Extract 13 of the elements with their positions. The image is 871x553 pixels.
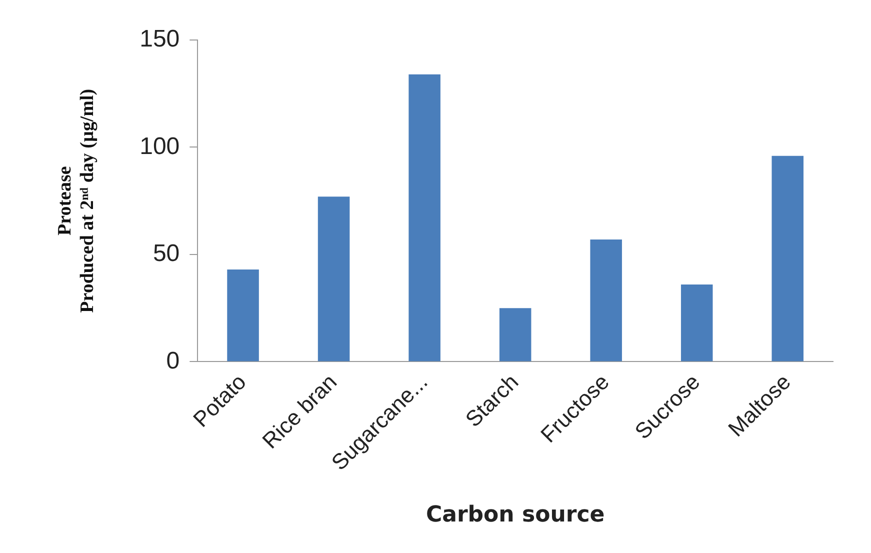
bar	[227, 269, 259, 362]
y-tick-label: 150	[140, 26, 180, 53]
x-axis-title: Carbon source	[426, 502, 605, 528]
y-axis-title: Protease Produced at 2ⁿᵈ day (µg/ml)	[54, 88, 98, 313]
bar	[408, 74, 440, 362]
bar	[318, 196, 350, 362]
bar	[680, 284, 713, 362]
y-tick-label: 0	[166, 347, 180, 374]
y-tick-label: 50	[152, 240, 180, 268]
bar	[772, 156, 804, 362]
bar	[499, 308, 532, 362]
y-tick-label: 100	[140, 132, 180, 160]
bar	[590, 239, 622, 362]
